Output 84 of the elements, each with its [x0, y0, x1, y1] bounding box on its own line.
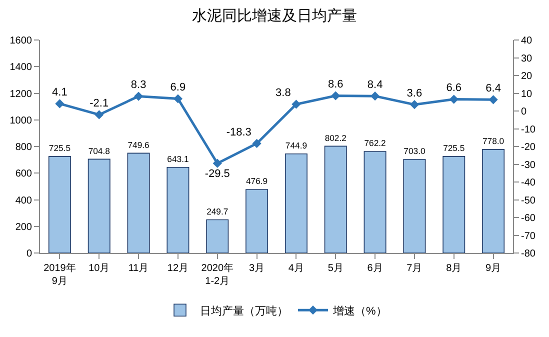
x-tick-label: 8月 [446, 263, 462, 274]
data-label: 744.9 [285, 140, 308, 150]
point [94, 110, 104, 120]
bar [166, 166, 190, 253]
y-tick-label: 1600 [10, 36, 32, 46]
data-label: -18.3 [226, 126, 252, 138]
point [449, 94, 458, 104]
x-tick-label: 4月 [288, 263, 304, 274]
legend-label: 日均产量（万吨） [200, 304, 288, 318]
data-label: 704.8 [88, 146, 110, 156]
x-tick-label: 3月 [249, 263, 265, 274]
point [488, 95, 498, 104]
data-label: 643.1 [167, 154, 189, 164]
bar [246, 189, 268, 253]
data-label: 3.6 [406, 87, 422, 100]
bar [442, 156, 466, 253]
y-tick-label: 800 [15, 142, 32, 153]
data-label: 3.8 [276, 87, 291, 100]
legend-label: 增速（%） [332, 304, 387, 318]
y-tick-label: 400 [15, 195, 32, 206]
data-label: 249.7 [206, 206, 228, 216]
y-tick-label: 200 [15, 222, 32, 233]
data-label: 703.0 [404, 146, 426, 156]
point [252, 138, 262, 148]
y2-tick-label: 0 [521, 106, 527, 118]
bar [364, 151, 386, 253]
data-label: 762.2 [364, 138, 386, 148]
data-label: 8.4 [367, 78, 383, 91]
data-label: 6.9 [170, 82, 186, 94]
data-label: 802.2 [324, 132, 347, 143]
point [55, 99, 64, 108]
y-tick-label: 1400 [10, 62, 32, 74]
bar [284, 153, 308, 253]
point [134, 92, 144, 101]
x-tick-label: 6月 [367, 263, 383, 274]
data-label: -29.5 [204, 168, 230, 180]
y2-tick-label: 40 [521, 36, 533, 46]
data-label: 476.9 [246, 176, 268, 186]
y-tick-label: 1000 [10, 115, 32, 126]
point [173, 94, 183, 104]
data-label: -2.1 [90, 98, 109, 110]
y2-tick-label: 20 [521, 71, 533, 82]
bar [48, 156, 71, 253]
chart-title: 水泥同比增速及日均产量 [192, 8, 357, 25]
data-label: 778.0 [482, 136, 504, 146]
y2-tick-label: 10 [521, 88, 533, 100]
data-label: 725.5 [48, 143, 71, 154]
y2-tick-label: -50 [521, 195, 536, 206]
y2-tick-label: -10 [521, 124, 536, 136]
bar [324, 146, 347, 253]
data-label: 6.6 [446, 82, 462, 94]
y2-tick-label: -40 [521, 178, 536, 188]
y2-tick-label: -30 [521, 160, 536, 171]
y2-tick-label: -60 [521, 213, 536, 224]
point [370, 92, 380, 101]
x-tick-label: 7月 [406, 263, 422, 274]
y2-tick-label: -20 [521, 142, 536, 153]
data-label: 725.5 [443, 143, 465, 154]
data-label: 8.3 [130, 79, 146, 92]
y-tick-label: 0 [26, 248, 32, 260]
bar [88, 158, 110, 253]
x-tick-label: 2019年 9月 [44, 262, 76, 287]
data-label: 4.1 [52, 86, 68, 99]
y2-tick-label: -80 [521, 248, 536, 260]
point [410, 100, 420, 110]
bar [482, 149, 505, 253]
bar [206, 219, 229, 253]
x-tick-label: 2020年 1-2月 [201, 262, 234, 287]
x-tick-label: 11月 [128, 263, 149, 274]
data-label: 749.6 [128, 140, 150, 150]
y-tick-label: 600 [15, 168, 32, 180]
x-tick-label: 12月 [167, 263, 189, 274]
point [292, 100, 301, 109]
data-label: 6.4 [486, 82, 501, 95]
bar [403, 159, 426, 253]
x-tick-label: 5月 [328, 263, 344, 274]
x-tick-label: 10月 [88, 263, 110, 274]
y2-tick-label: 30 [521, 53, 533, 64]
bar [127, 152, 150, 253]
data-label: 8.6 [328, 78, 344, 91]
y-tick-label: 1200 [10, 88, 32, 100]
y2-tick-label: -70 [521, 230, 536, 242]
x-tick-label: 9月 [486, 263, 502, 274]
point [212, 158, 222, 168]
